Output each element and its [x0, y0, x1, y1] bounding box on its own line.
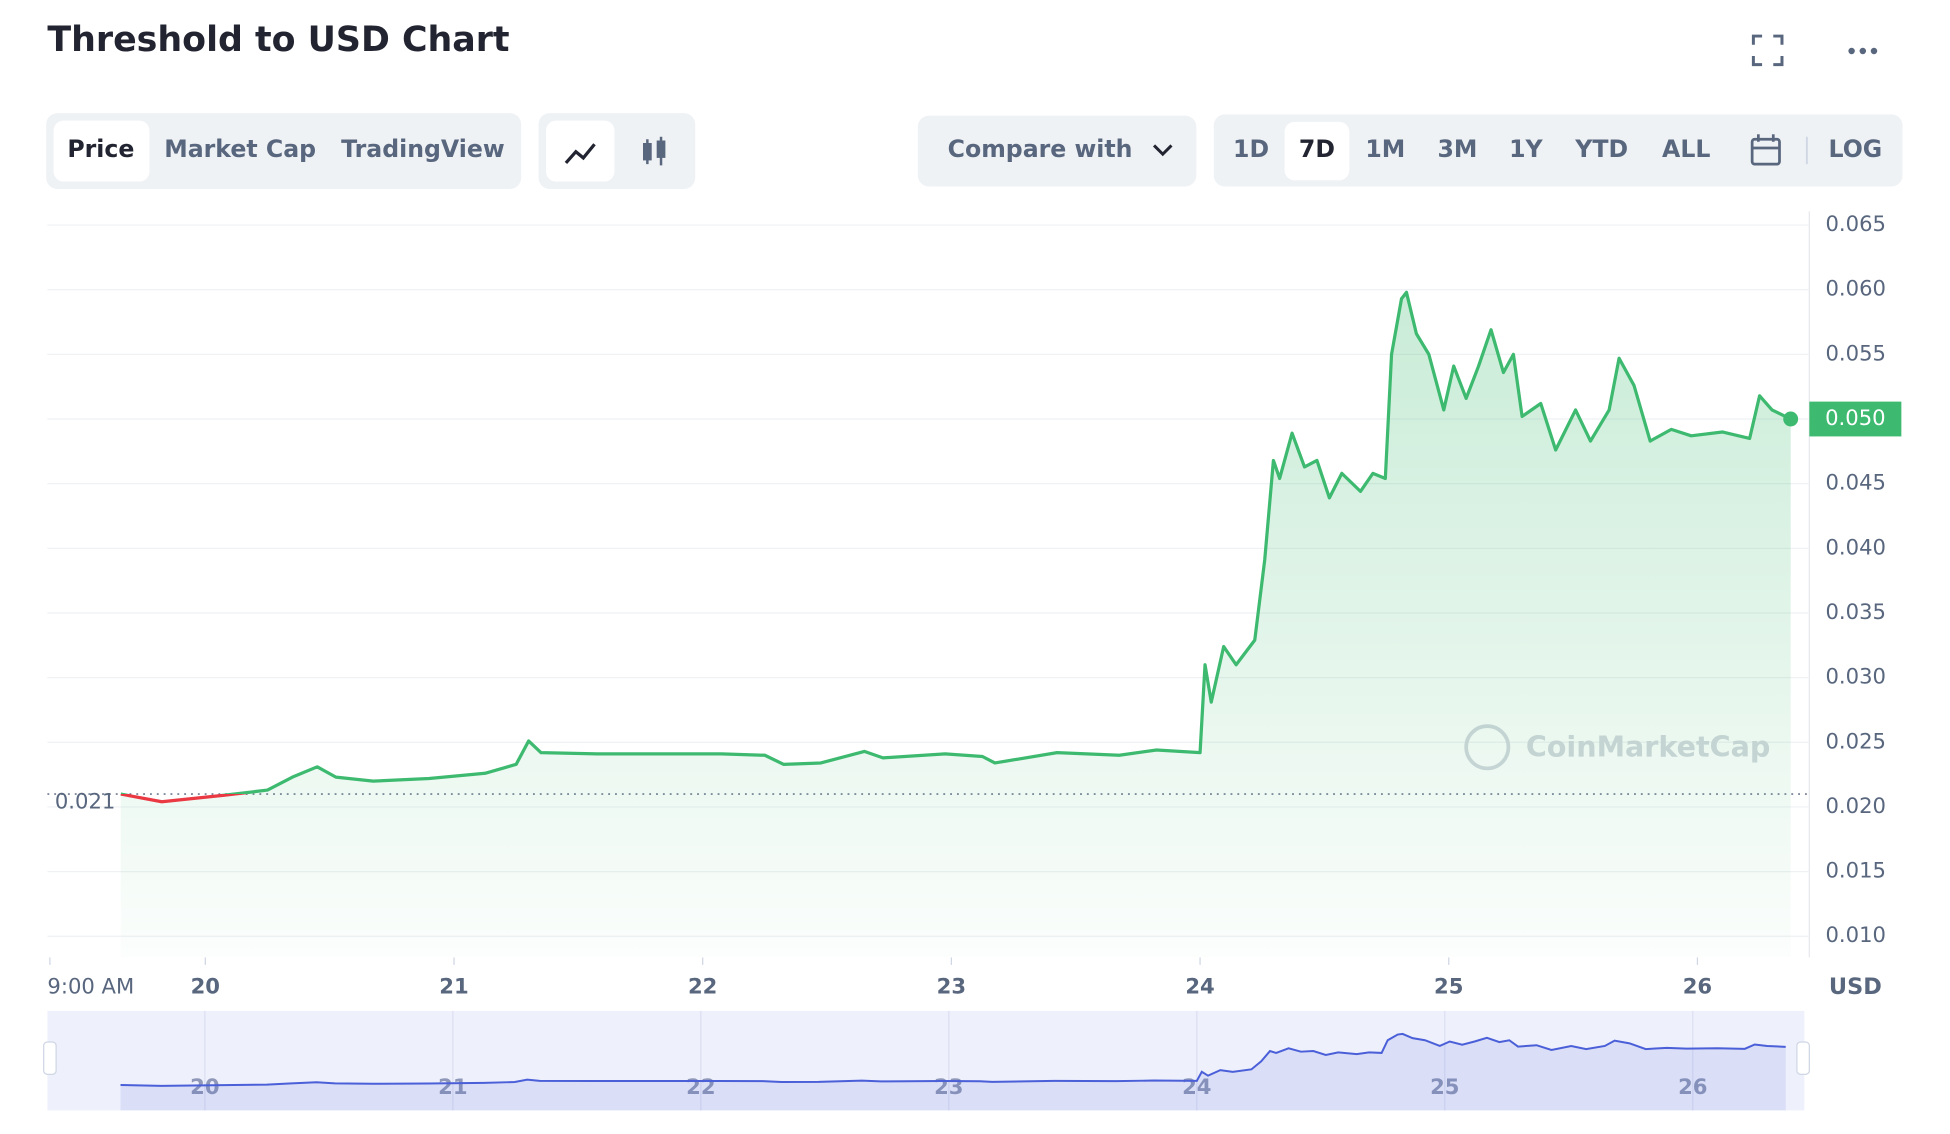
candle-icon[interactable] [643, 136, 666, 166]
line-icon[interactable] [564, 143, 596, 164]
navigator-tick-label: 20 [190, 1074, 219, 1099]
last-price-tag [1809, 401, 1902, 437]
x-tick-label: 20 [191, 973, 220, 998]
last-price-label: 0.050 [1825, 405, 1885, 430]
y-tick-label: 0.035 [1826, 599, 1886, 624]
y-tick-label: 0.020 [1826, 793, 1886, 818]
range-button[interactable]: 1M [1365, 135, 1405, 163]
tab[interactable]: TradingView [341, 135, 505, 163]
y-tick-label: 0.060 [1826, 276, 1886, 301]
x-tick-label: 9:00 AM [47, 973, 134, 998]
navigator-tick-label: 25 [1430, 1074, 1459, 1099]
range-group [1213, 114, 1903, 187]
y-tick-label: 0.010 [1826, 922, 1886, 947]
y-tick-label: 0.025 [1826, 728, 1886, 753]
x-tick-label: 26 [1683, 973, 1712, 998]
navigator [47, 1010, 1805, 1111]
tab[interactable]: Price [67, 135, 134, 163]
chevron [1152, 144, 1173, 157]
calendar-icon[interactable] [1750, 134, 1781, 166]
navigator-tick-label: 22 [686, 1074, 715, 1099]
navigator-handle[interactable] [43, 1041, 57, 1075]
price-line [120, 290, 1792, 804]
x-tick-label: 23 [937, 973, 966, 998]
fullscreen-icon[interactable] [1751, 34, 1784, 67]
x-tick-label: 25 [1434, 973, 1463, 998]
x-tick-label: 24 [1185, 973, 1214, 998]
range-button[interactable]: 1Y [1509, 135, 1543, 163]
navigator-line [120, 1032, 1786, 1087]
y-tick-label: 0.040 [1826, 534, 1886, 559]
compare-dropdown[interactable] [917, 115, 1197, 187]
y-tick-label: 0.055 [1826, 340, 1886, 365]
last-point [1783, 411, 1799, 427]
active-range [1284, 121, 1350, 181]
tab[interactable]: Market Cap [164, 135, 316, 163]
y-tick-label: 0.045 [1826, 470, 1886, 495]
range-button[interactable]: 1D [1233, 135, 1269, 163]
log-button[interactable]: LOG [1829, 135, 1883, 163]
chart-title: Threshold to USD Chart [47, 20, 509, 60]
range-button[interactable]: ALL [1662, 135, 1710, 163]
tab-group [46, 113, 522, 189]
navigator-tick-label: 23 [934, 1074, 963, 1099]
x-tick-label: 22 [688, 973, 717, 998]
more-icon[interactable] [1848, 47, 1878, 55]
y-unit: USD [1829, 974, 1882, 1000]
navigator-tick-label: 21 [438, 1074, 467, 1099]
y-tick-label: 0.015 [1826, 858, 1886, 883]
range-button[interactable]: 7D [1299, 135, 1335, 163]
compare-label: Compare with [948, 135, 1133, 163]
range-button[interactable]: 3M [1437, 135, 1477, 163]
active-chart-type [546, 120, 615, 182]
y-tick-label: 0.065 [1826, 211, 1886, 236]
x-tick-label: 21 [439, 973, 468, 998]
range-button[interactable]: YTD [1574, 135, 1628, 163]
navigator-handle[interactable] [1796, 1041, 1810, 1075]
active-tab [53, 120, 150, 182]
y-tick-label: 0.030 [1826, 664, 1886, 689]
start-price-label: 0.021 [55, 789, 115, 814]
navigator-tick-label: 26 [1678, 1074, 1707, 1099]
price-area [120, 292, 1791, 957]
navigator-tick-label: 24 [1182, 1074, 1211, 1099]
